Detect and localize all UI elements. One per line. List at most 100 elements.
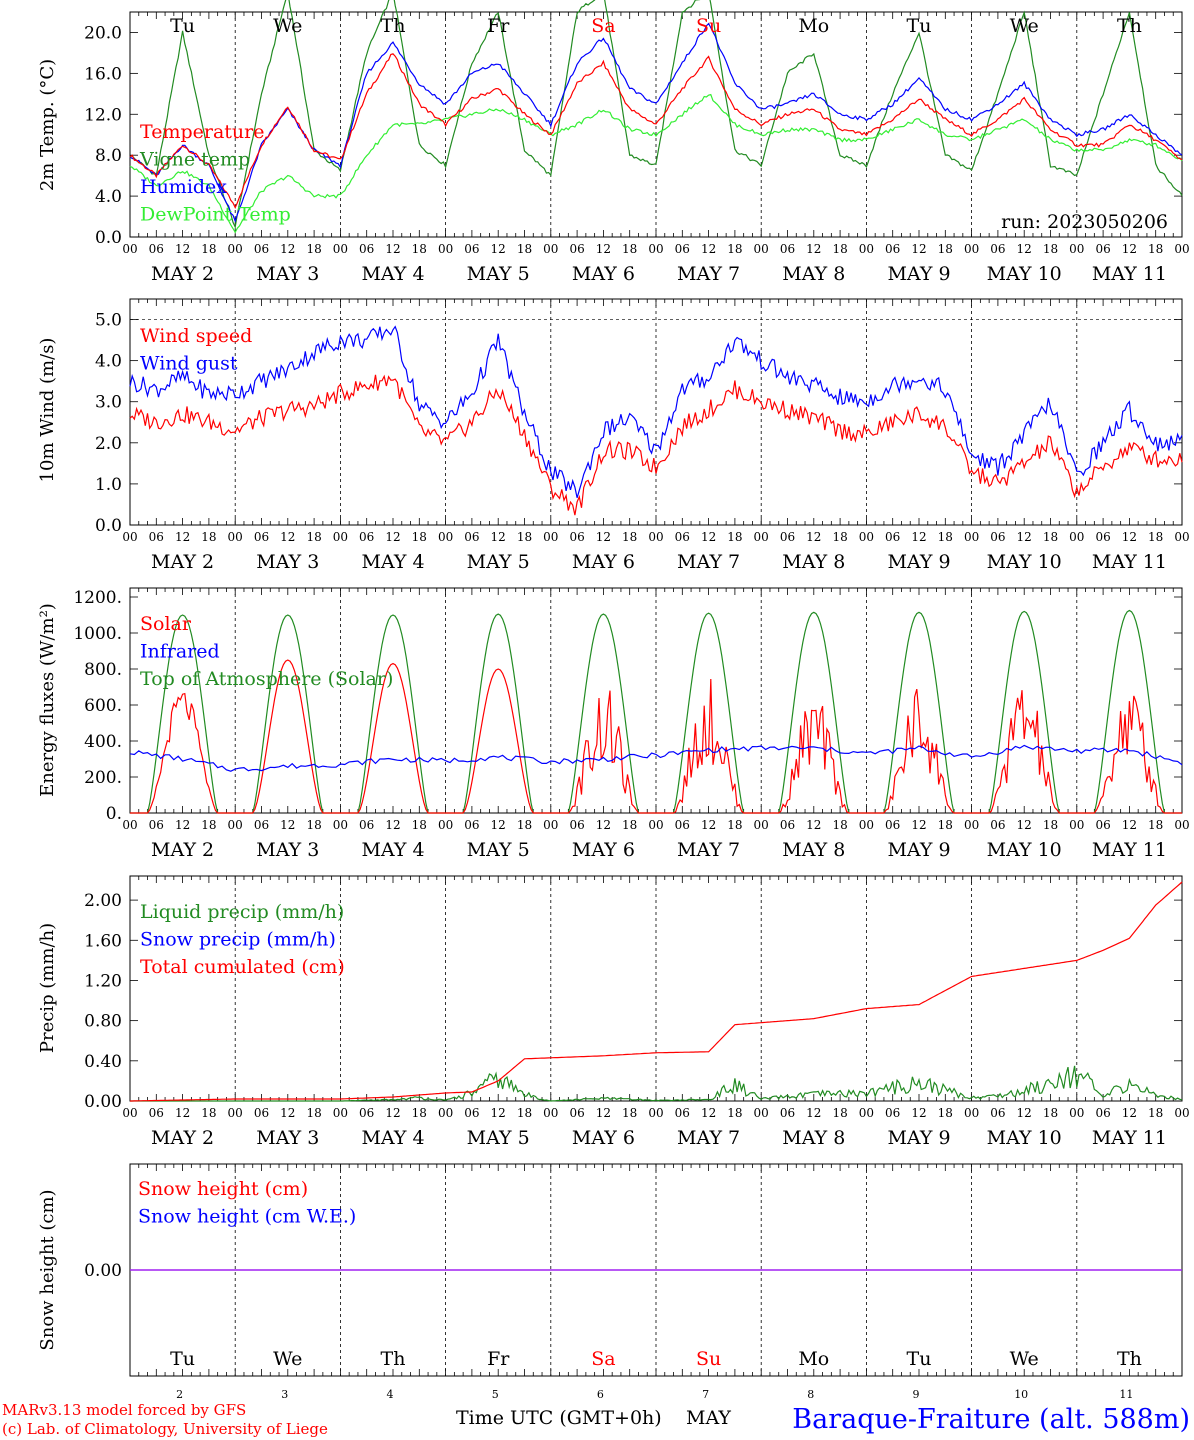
date-label: MAY 6 <box>572 551 635 573</box>
day-name-top: Fr <box>487 15 510 37</box>
day-number: 5 <box>492 1388 499 1401</box>
hour-label: 06 <box>675 530 690 544</box>
hour-label: 06 <box>1095 818 1110 832</box>
legend-entry: Infrared <box>140 641 220 663</box>
hour-label: 18 <box>622 818 637 832</box>
hour-label: 00 <box>964 530 979 544</box>
y-tick-label: 0. <box>106 804 122 824</box>
hour-label: 00 <box>333 242 348 256</box>
day-name-bottom: Fr <box>487 1348 510 1370</box>
hour-label: 12 <box>701 530 716 544</box>
hour-label: 06 <box>885 818 900 832</box>
legend-entry: Humidex <box>140 176 227 198</box>
hour-label: 06 <box>464 242 479 256</box>
legend-entry: Snow precip (mm/h) <box>140 929 336 951</box>
hour-label: 12 <box>175 1106 190 1120</box>
day-name-bottom: We <box>273 1348 302 1370</box>
panel-3: 00 06 12 18 MAY 2 00 06 12 18 MAY 3 00 06 12 18 MAY 4 0… <box>37 587 1190 861</box>
hour-label: 06 <box>780 1106 795 1120</box>
hour-label: 18 <box>1043 1106 1058 1120</box>
hour-label: 06 <box>675 242 690 256</box>
date-label: MAY 9 <box>887 551 950 573</box>
date-label: MAY 8 <box>782 839 845 861</box>
day-name-bottom: Sa <box>591 1348 615 1370</box>
hour-label: 00 <box>964 242 979 256</box>
series-line-solar <box>130 659 1182 814</box>
hour-label: 00 <box>859 818 874 832</box>
hour-label: 18 <box>412 1106 427 1120</box>
date-label: MAY 5 <box>467 263 530 285</box>
hour-label: 12 <box>806 242 821 256</box>
legend-entry: Top of Atmosphere (Solar) <box>140 668 393 690</box>
hour-label: 18 <box>832 242 847 256</box>
station-label: Baraque-Fraiture (alt. 588m) <box>792 1404 1190 1435</box>
day-number: 7 <box>702 1388 709 1401</box>
series-line-total-cumulated-cm- <box>130 881 1183 1102</box>
day-name-bottom: Tu <box>170 1348 195 1370</box>
hour-label: 06 <box>885 530 900 544</box>
hour-label: 00 <box>1174 818 1189 832</box>
series-line-infrared <box>129 744 1183 772</box>
hour-label: 06 <box>254 818 269 832</box>
hour-label: 00 <box>1069 530 1084 544</box>
hour-label: 06 <box>780 530 795 544</box>
date-label: MAY 2 <box>151 839 214 861</box>
hour-label: 00 <box>543 818 558 832</box>
day-number: 3 <box>281 1388 288 1401</box>
hour-label: 00 <box>648 818 663 832</box>
date-label: MAY 8 <box>782 1127 845 1149</box>
hour-label: 18 <box>1043 242 1058 256</box>
y-tick-label: 200. <box>84 768 122 788</box>
hour-label: 06 <box>464 818 479 832</box>
hour-label: 06 <box>569 530 584 544</box>
y-tick-label: 0.00 <box>84 1261 122 1281</box>
hour-label: 12 <box>491 1106 506 1120</box>
date-label: MAY 6 <box>572 1127 635 1149</box>
hour-label: 12 <box>1122 818 1137 832</box>
hour-label: 18 <box>306 818 321 832</box>
hour-label: 18 <box>201 1106 216 1120</box>
date-label: MAY 4 <box>361 839 424 861</box>
legend-entry: Wind speed <box>140 325 252 347</box>
hour-label: 06 <box>780 242 795 256</box>
legend-entry: Liquid precip (mm/h) <box>140 901 344 923</box>
hour-label: 12 <box>1017 242 1032 256</box>
date-label: MAY 7 <box>677 551 740 573</box>
hour-label: 00 <box>228 818 243 832</box>
hour-label: 00 <box>754 530 769 544</box>
hour-label: 12 <box>280 242 295 256</box>
panel-5: 0.00 Snow height (cm) Snow height (cm) Snow… <box>37 1163 1183 1377</box>
hour-label: 00 <box>754 1106 769 1120</box>
hour-label: 18 <box>1043 818 1058 832</box>
hour-label: 18 <box>832 818 847 832</box>
hour-label: 00 <box>648 530 663 544</box>
hour-label: 18 <box>938 530 953 544</box>
panel-1: 00 06 12 18 MAY 2 00 06 12 18 MAY 3 00 06 12 18 MAY 4 0… <box>37 0 1190 285</box>
y-tick-label: 16.0 <box>84 64 122 84</box>
hour-label: 18 <box>1043 530 1058 544</box>
day-name-top: Mo <box>798 15 829 37</box>
date-label: MAY 10 <box>987 263 1062 285</box>
hour-label: 06 <box>359 242 374 256</box>
hour-label: 18 <box>938 242 953 256</box>
hour-label: 12 <box>175 242 190 256</box>
y-tick-label: 0.40 <box>84 1052 122 1072</box>
day-name-bottom: We <box>1010 1348 1039 1370</box>
panel-2: 00 06 12 18 MAY 2 00 06 12 18 MAY 3 00 06 12 18 MAY 4 0… <box>37 298 1190 573</box>
day-number: 9 <box>913 1388 920 1401</box>
hour-label: 18 <box>1148 530 1163 544</box>
y-tick-label: 2.0 <box>95 434 122 454</box>
legend-entry: DewPoint Temp <box>140 204 291 226</box>
credit-line-1: MARv3.13 model forced by GFS <box>2 1401 246 1419</box>
date-label: MAY 3 <box>256 839 319 861</box>
day-number: 11 <box>1119 1388 1133 1401</box>
hour-label: 00 <box>228 530 243 544</box>
hour-label: 00 <box>1174 242 1189 256</box>
hour-label: 18 <box>517 818 532 832</box>
hour-label: 12 <box>911 242 926 256</box>
day-name-top: We <box>273 15 302 37</box>
hour-label: 00 <box>1174 1106 1189 1120</box>
hour-label: 18 <box>938 818 953 832</box>
hour-label: 18 <box>622 1106 637 1120</box>
